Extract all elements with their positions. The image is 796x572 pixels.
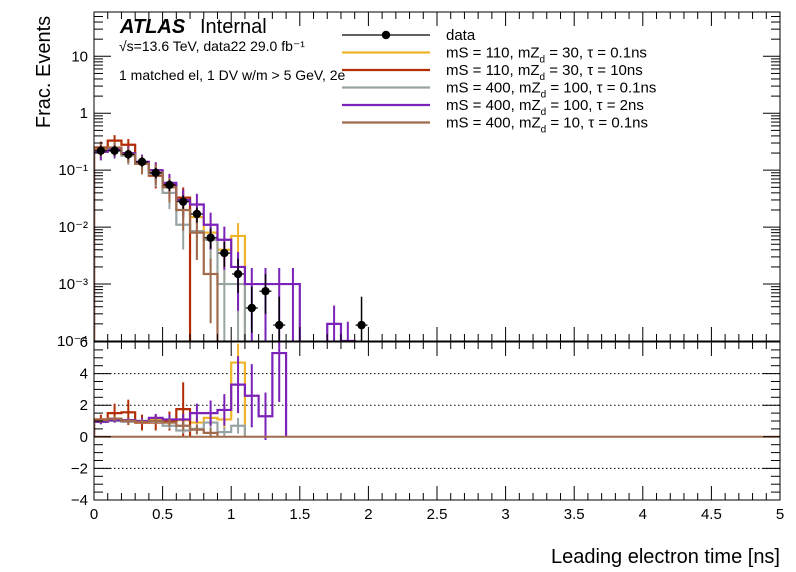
energy-lumi-label: √s=13.6 TeV, data22 29.0 fb⁻¹ — [119, 38, 305, 54]
data-point — [96, 146, 106, 155]
data-point — [192, 209, 202, 219]
legend-label-data: data — [446, 27, 476, 44]
selection-label: 1 matched el, 1 DV w/m > 5 GeV, 2e — [119, 67, 346, 83]
data-point — [220, 248, 229, 258]
x-tick-label: 2 — [364, 506, 372, 523]
main-y-ticks: 10⁻⁴ 10⁻³ 10⁻² 10⁻¹ 1 10 — [57, 11, 781, 350]
y-tick-label: 10⁻² — [58, 219, 88, 236]
ratio-y-tick-label: 0 — [80, 429, 88, 446]
legend-label: mS = 400, mZd = 100, τ = 0.1ns — [446, 80, 656, 101]
x-axis-title: Leading electron time [ns] — [551, 546, 780, 568]
ratio-y-tick-label: 2 — [80, 397, 88, 414]
legend-marker-dot — [381, 30, 391, 40]
ratio-y-tick-label: 6 — [80, 334, 88, 351]
x-tick-label: 0.5 — [152, 506, 173, 523]
data-point — [165, 180, 174, 190]
y-tick-label: 10⁻⁴ — [57, 333, 88, 350]
legend-label: mS = 110, mZd = 30, τ = 0.1ns — [446, 45, 647, 66]
ratio-panel: −4 −2 0 2 4 6 0 0.5 1 1.5 2 2.5 3 3.5 4 4.5 5 — [71, 334, 784, 523]
x-tick-label: 5 — [776, 506, 784, 523]
main-frame — [93, 11, 781, 342]
y-tick-label: 10⁻¹ — [58, 162, 88, 179]
x-tick-label: 4 — [639, 506, 647, 523]
data-point — [233, 269, 243, 279]
x-tick-label: 1.5 — [289, 506, 310, 523]
data-point — [206, 233, 215, 242]
data-point — [124, 150, 133, 159]
data-point — [247, 303, 256, 313]
ratio-y-tick-label: −4 — [71, 492, 88, 509]
data-point — [137, 157, 147, 167]
data-point — [275, 320, 284, 330]
x-tick-label: 4.5 — [701, 506, 722, 523]
y-axis-title: Frac. Events — [33, 16, 55, 128]
x-tick-label: 2.5 — [427, 506, 448, 523]
ratio-ticks: −4 −2 0 2 4 6 0 0.5 1 1.5 2 2.5 3 3.5 4 4.5 5 — [71, 334, 784, 523]
x-tick-label: 3.5 — [564, 506, 585, 523]
data-point — [110, 146, 119, 155]
ratio-y-tick-label: 4 — [80, 366, 88, 383]
atlas-status-label: Internal — [200, 16, 267, 38]
y-tick-label: 10 — [71, 48, 88, 65]
legend-label: mS = 400, mZd = 100, τ = 2ns — [446, 97, 644, 118]
data-point — [178, 197, 188, 206]
data-point — [261, 286, 270, 296]
series-ratio-4 — [94, 416, 219, 438]
legend-label: mS = 110, mZd = 30, τ = 10ns — [446, 62, 643, 83]
data-points — [94, 145, 368, 341]
y-tick-label: 1 — [80, 105, 88, 122]
main-panel: 10⁻⁴ 10⁻³ 10⁻² 10⁻¹ 1 10 — [57, 11, 781, 350]
atlas-label: ATLAS — [119, 16, 186, 38]
ratio-plot-area — [94, 342, 780, 469]
x-tick-label: 1 — [227, 506, 235, 523]
ratio-y-tick-label: −2 — [71, 460, 88, 477]
legend-label: mS = 400, mZd = 10, τ = 0.1ns — [446, 115, 648, 136]
x-tick-label: 3 — [501, 506, 509, 523]
data-point — [151, 168, 160, 177]
y-tick-label: 10⁻³ — [58, 276, 88, 293]
data-point — [357, 320, 366, 330]
main-plot-area — [94, 135, 368, 341]
x-tick-label: 0 — [90, 506, 98, 523]
